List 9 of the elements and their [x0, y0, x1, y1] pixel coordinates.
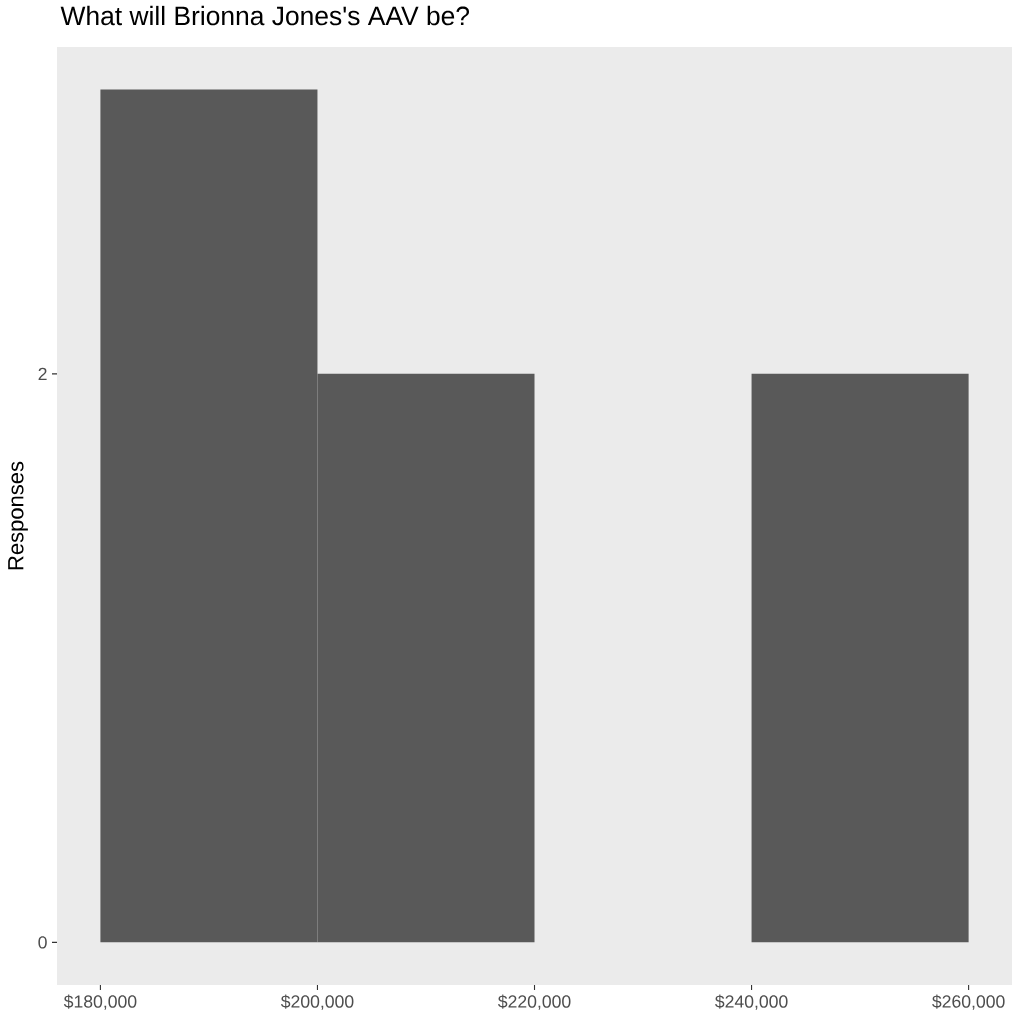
y-axis-title: Responses [8, 461, 28, 570]
x-tick-label: $260,000 [932, 994, 1005, 1010]
x-tick-label: $220,000 [497, 994, 571, 1010]
chart-title: What will Brionna Jones's AAV be? [60, 5, 470, 26]
y-tick-label: 2 [38, 367, 47, 381]
x-tick-label: $180,000 [63, 994, 137, 1010]
y-tick-label: 0 [38, 936, 47, 949]
x-tick-label: $200,000 [280, 994, 354, 1010]
x-tick-label: $240,000 [715, 994, 788, 1010]
